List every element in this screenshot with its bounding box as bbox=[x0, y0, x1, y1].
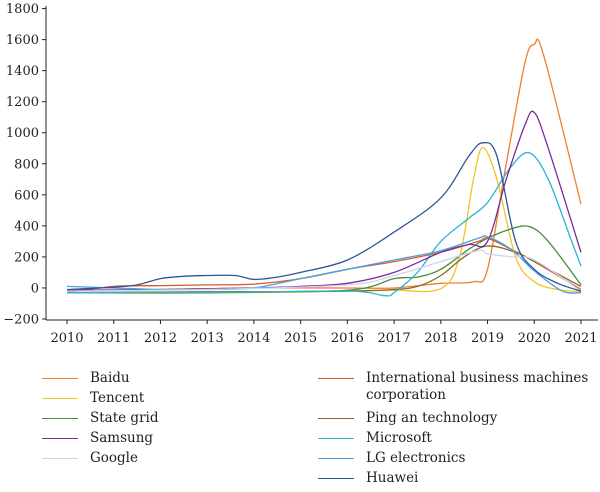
y-tick-label: 1200 bbox=[6, 95, 39, 110]
y-tick-label: 1600 bbox=[6, 33, 39, 48]
x-tick-label: 2013 bbox=[191, 331, 224, 346]
legend-swatch bbox=[318, 438, 354, 439]
line-chart: 1800 1600 1400 1200 1000 800 600 400 200 0 −200 201… bbox=[3, 2, 598, 346]
legend-swatch bbox=[318, 478, 354, 479]
y-tick-label: 600 bbox=[14, 188, 39, 203]
x-tick-label: 2014 bbox=[237, 331, 270, 346]
legend-swatch bbox=[42, 418, 78, 419]
legend-label: Tencent bbox=[90, 390, 145, 406]
legend-label: Microsoft bbox=[366, 430, 432, 446]
series-line-samsung bbox=[66, 110, 582, 291]
legend-label: Google bbox=[90, 450, 138, 466]
series-line-microsoft bbox=[66, 151, 582, 297]
chart-series bbox=[66, 38, 582, 297]
y-tick-label: 1400 bbox=[6, 64, 39, 79]
legend-swatch bbox=[42, 378, 78, 379]
x-tick-label: 2018 bbox=[424, 331, 457, 346]
y-tick-label: 200 bbox=[14, 250, 39, 265]
legend-swatch bbox=[42, 438, 78, 439]
legend-label: Ping an technology bbox=[366, 410, 498, 426]
y-tick-label: 1000 bbox=[6, 126, 39, 141]
chart-legend: Baidu International business machines cor… bbox=[0, 366, 600, 492]
x-tick-label: 2020 bbox=[518, 331, 551, 346]
legend-swatch bbox=[42, 458, 78, 459]
legend-label: LG electronics bbox=[366, 450, 466, 466]
series-line-international-business-machines-corporation bbox=[66, 237, 582, 294]
y-tick-label: −200 bbox=[3, 313, 39, 328]
legend-swatch bbox=[318, 418, 354, 419]
legend-label: Samsung bbox=[90, 430, 154, 446]
x-tick-label: 2016 bbox=[331, 331, 364, 346]
legend-swatch bbox=[42, 398, 78, 399]
x-tick-label: 2011 bbox=[97, 331, 130, 346]
legend-swatch bbox=[318, 458, 354, 459]
y-tick-label: 0 bbox=[31, 281, 39, 296]
x-tick-label: 2019 bbox=[471, 331, 504, 346]
legend-swatch bbox=[318, 378, 354, 379]
x-tick-label: 2010 bbox=[50, 331, 83, 346]
x-tick-label: 2017 bbox=[378, 331, 411, 346]
legend-label: Baidu bbox=[90, 370, 130, 386]
legend-label: State grid bbox=[90, 410, 159, 426]
x-tick-label: 2021 bbox=[564, 331, 597, 346]
x-tick-label: 2012 bbox=[144, 331, 177, 346]
series-line-huawei bbox=[66, 141, 582, 292]
series-line-lg-electronics bbox=[66, 235, 582, 294]
y-tick-label: 400 bbox=[14, 219, 39, 234]
y-tick-label: 800 bbox=[14, 157, 39, 172]
series-line-tencent bbox=[66, 146, 582, 295]
chart-axes: 1800 1600 1400 1200 1000 800 600 400 200 0 −200 201… bbox=[3, 2, 598, 346]
legend-label: Huawei bbox=[366, 470, 419, 486]
legend-label: International business machines corporat… bbox=[366, 370, 589, 403]
y-tick-label: 1800 bbox=[6, 2, 39, 17]
series-line-google bbox=[66, 249, 582, 292]
x-tick-label: 2015 bbox=[284, 331, 317, 346]
series-line-baidu bbox=[66, 38, 582, 292]
